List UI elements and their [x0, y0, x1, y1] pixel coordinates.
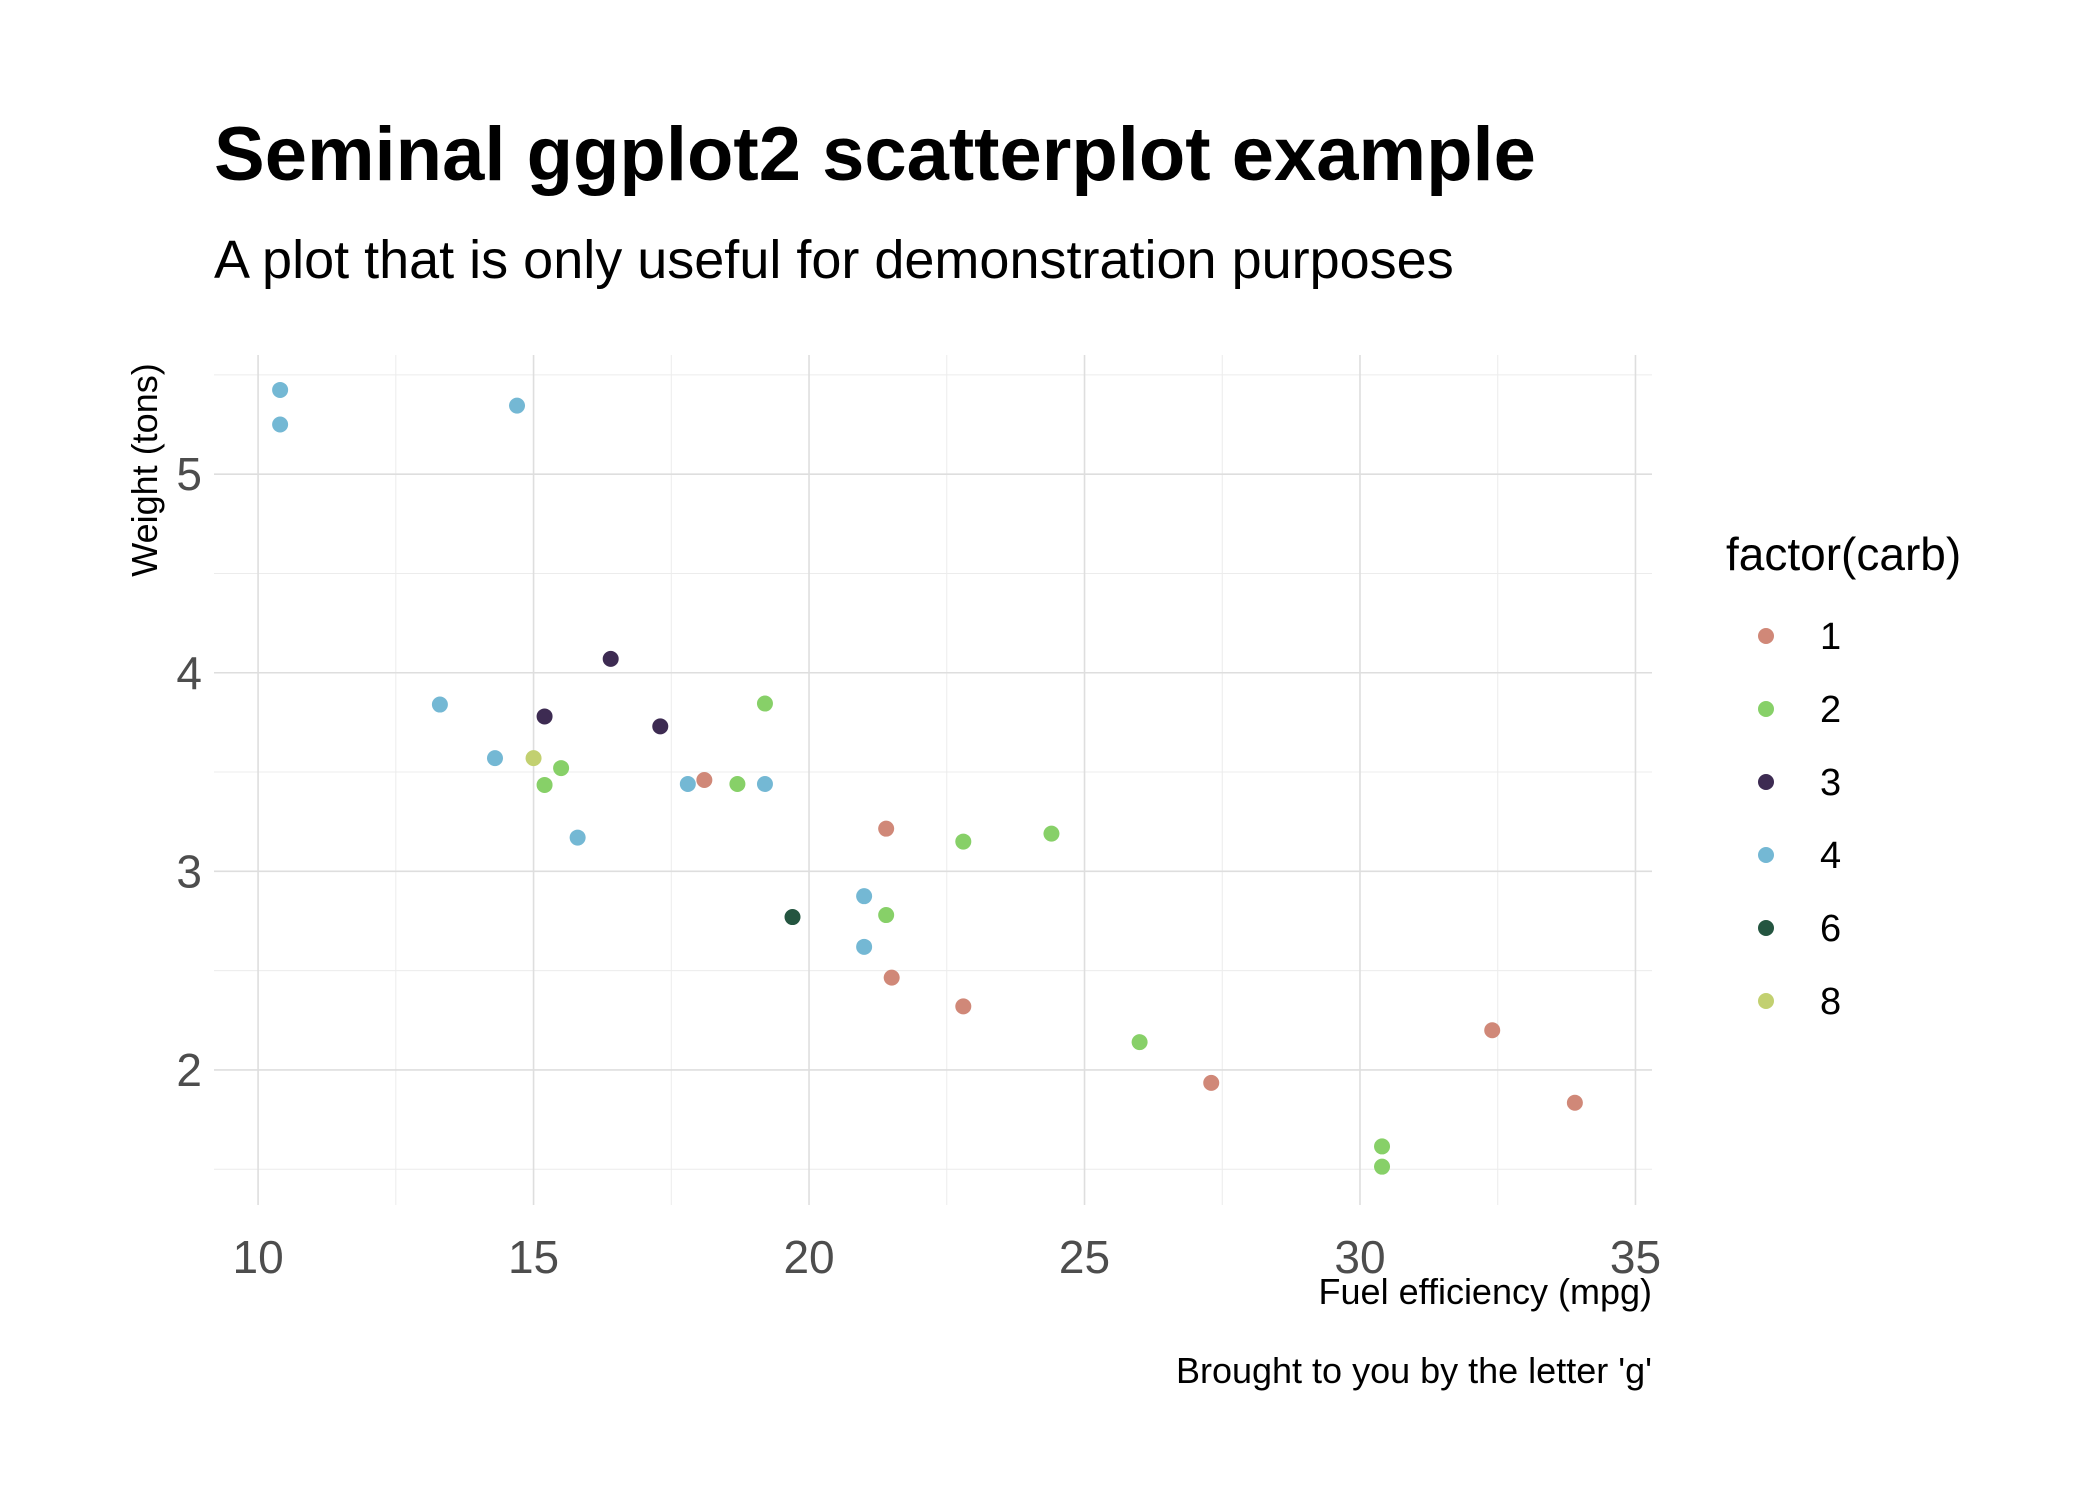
y-tick-label: 2: [176, 1044, 202, 1096]
legend-title: factor(carb): [1726, 528, 1961, 580]
data-point-carb-2: [955, 833, 972, 850]
x-axis-ticks: 10 15 20 25 30 35: [232, 1231, 1661, 1283]
data-point-carb-2: [1131, 1034, 1148, 1051]
data-point-carb-2: [878, 907, 895, 924]
data-point-carb-2: [729, 775, 746, 792]
data-points: [272, 381, 1583, 1175]
data-point-carb-8: [525, 750, 542, 767]
data-point-carb-4: [756, 775, 773, 792]
legend-label-4: 4: [1820, 835, 1841, 877]
y-tick-label: 4: [176, 647, 202, 699]
x-tick-label: 20: [783, 1231, 834, 1283]
legend-label-2: 2: [1820, 689, 1841, 731]
legend-label-3: 3: [1820, 762, 1841, 804]
data-point-carb-1: [1484, 1022, 1501, 1039]
data-point-carb-2: [1374, 1158, 1391, 1175]
x-tick-label: 25: [1059, 1231, 1110, 1283]
legend-key-8: [1758, 993, 1774, 1009]
legend: factor(carb) 1 2 3 4 6 8: [1726, 528, 1961, 1023]
y-axis-ticks: 2 3 4 5: [176, 448, 202, 1096]
data-point-carb-4: [509, 397, 526, 414]
x-tick-label: 30: [1334, 1231, 1385, 1283]
data-point-carb-4: [856, 938, 873, 955]
data-point-carb-2: [1374, 1138, 1391, 1155]
legend-label-8: 8: [1820, 981, 1841, 1023]
legend-key-3: [1758, 774, 1774, 790]
data-point-carb-1: [878, 820, 895, 837]
data-point-carb-3: [652, 718, 669, 735]
data-point-carb-2: [536, 776, 553, 793]
x-axis-label: Fuel efficiency (mpg): [1319, 1271, 1652, 1312]
legend-entries: 1 2 3 4 6 8: [1758, 616, 1841, 1023]
data-point-carb-4: [569, 829, 586, 846]
chart-title: Seminal ggplot2 scatterplot example: [214, 112, 1536, 197]
data-point-carb-4: [486, 750, 503, 767]
data-point-carb-2: [553, 760, 570, 777]
legend-label-1: 1: [1820, 616, 1841, 658]
legend-key-4: [1758, 847, 1774, 863]
data-point-carb-1: [696, 772, 713, 788]
y-axis-label: Weight (tons): [124, 363, 165, 576]
data-point-carb-3: [602, 650, 619, 667]
data-point-carb-2: [756, 695, 773, 712]
data-point-carb-6: [784, 909, 801, 926]
chart-subtitle: A plot that is only useful for demonstra…: [214, 230, 1454, 290]
legend-key-6: [1758, 920, 1774, 936]
data-point-carb-4: [679, 775, 696, 792]
y-tick-label: 5: [176, 448, 202, 500]
data-point-carb-4: [272, 381, 289, 398]
data-point-carb-4: [272, 416, 289, 433]
plot-gridlines: [214, 355, 1652, 1205]
data-point-carb-1: [1203, 1074, 1220, 1091]
data-point-carb-1: [955, 998, 972, 1015]
data-point-carb-1: [1566, 1094, 1583, 1111]
legend-key-2: [1758, 701, 1774, 717]
legend-key-1: [1758, 628, 1774, 644]
y-tick-label: 3: [176, 845, 202, 897]
chart-caption: Brought to you by the letter 'g': [1176, 1350, 1652, 1391]
data-point-carb-2: [1043, 825, 1060, 842]
legend-label-6: 6: [1820, 908, 1841, 950]
data-point-carb-3: [536, 708, 553, 725]
x-tick-label: 35: [1610, 1231, 1661, 1283]
data-point-carb-1: [883, 969, 900, 986]
data-point-carb-4: [431, 696, 448, 713]
data-point-carb-4: [856, 888, 873, 905]
x-tick-label: 10: [232, 1231, 283, 1283]
x-tick-label: 15: [508, 1231, 559, 1283]
